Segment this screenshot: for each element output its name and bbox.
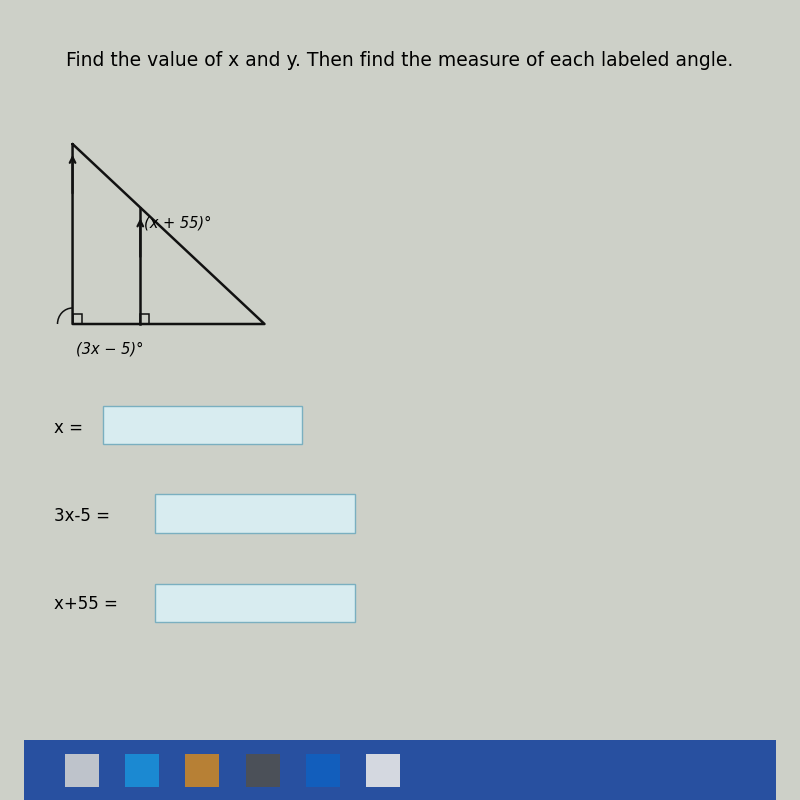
Bar	[24, 740, 776, 800]
Bar	[65, 754, 99, 787]
FancyBboxPatch shape	[102, 406, 302, 444]
Bar	[246, 754, 279, 787]
FancyBboxPatch shape	[155, 584, 355, 622]
Text: (3x − 5)°: (3x − 5)°	[76, 342, 144, 357]
Bar	[306, 754, 340, 787]
Bar	[186, 754, 219, 787]
Text: Find the value of x and y. Then find the measure of each labeled angle.: Find the value of x and y. Then find the…	[66, 50, 734, 70]
Text: x+55 =: x+55 =	[54, 595, 118, 613]
Text: (x + 55)°: (x + 55)°	[144, 215, 211, 230]
FancyBboxPatch shape	[155, 494, 355, 533]
Bar	[126, 754, 159, 787]
Bar	[366, 754, 400, 787]
Text: 3x-5 =: 3x-5 =	[54, 507, 110, 525]
Text: x =: x =	[54, 419, 82, 437]
